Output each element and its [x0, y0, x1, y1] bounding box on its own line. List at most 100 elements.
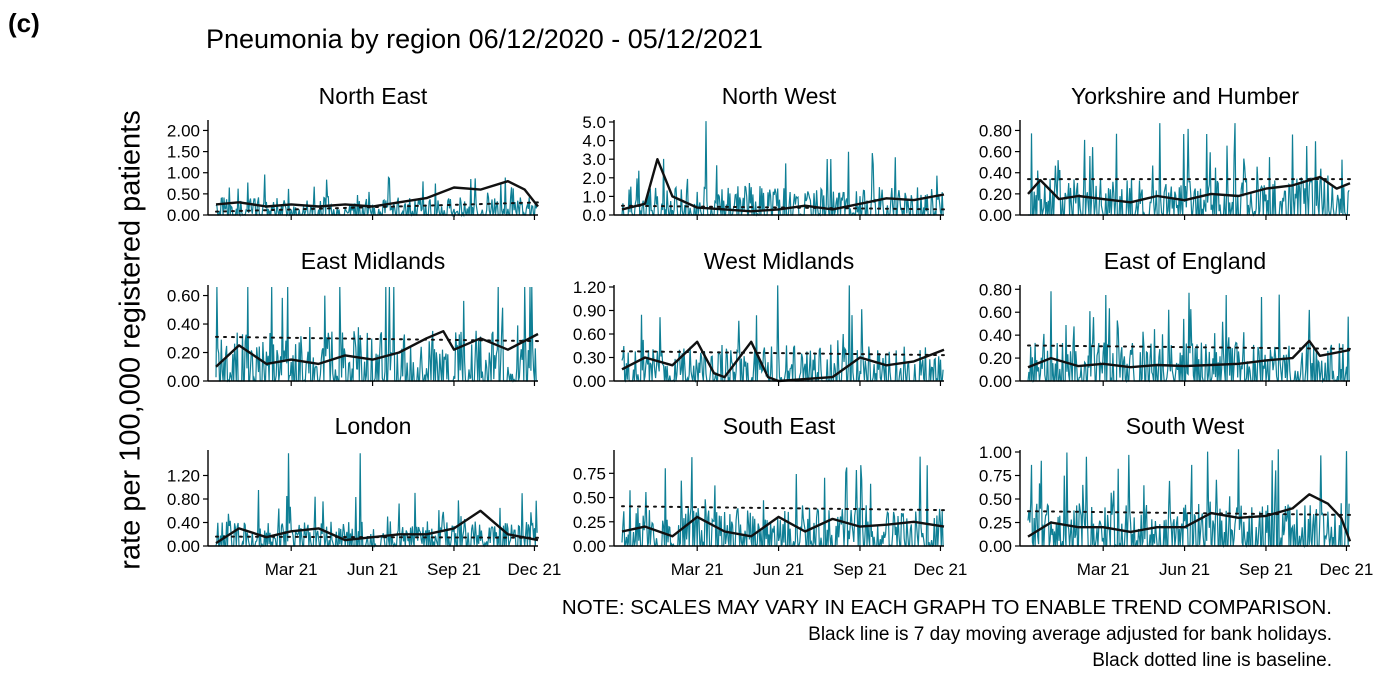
y-tick-label: 2.00	[167, 121, 200, 140]
y-tick-label: 0.60	[979, 143, 1012, 162]
facet-title: Yorkshire and Humber	[1071, 83, 1299, 109]
moving-average-line	[621, 515, 945, 538]
y-tick-label: 0.20	[979, 185, 1012, 204]
y-tick-label: 0.40	[979, 326, 1012, 345]
facet-north-west: North West 0.01.02.03.04.05.0	[582, 83, 949, 225]
baseline-line	[621, 350, 949, 357]
figure-title: Pneumonia by region 06/12/2020 - 05/12/2…	[206, 24, 763, 54]
y-tick-label: 0.60	[979, 303, 1012, 322]
facet-london: London 0.00 0.40 0.80 1.20 Mar 21 Jun 21 Sep 21…	[167, 413, 561, 579]
y-tick-label: 0.00	[167, 537, 200, 556]
facet-title: South West	[1126, 413, 1245, 439]
daily-rate-series	[621, 285, 944, 384]
x-tick-label: Sep 21	[1239, 560, 1293, 579]
y-tick-label: 0.30	[573, 349, 606, 368]
x-tick-label: Dec 21	[1320, 560, 1374, 579]
facet-yorkshire-and-humber: Yorkshire and Humber 0.00 0.20 0.40 0.60 0.80	[979, 83, 1355, 225]
y-tick-label: 3.0	[582, 150, 606, 169]
y-tick-label: 0.80	[167, 490, 200, 509]
facet-south-east: South East 0.00 0.25 0.50 0.75 Mar 21 Jun 21 Se…	[573, 413, 967, 579]
daily-rate-series	[621, 456, 944, 548]
facet-title: North West	[722, 83, 837, 109]
y-tick-label: 0.60	[573, 325, 606, 344]
x-tick-label: Mar 21	[671, 560, 724, 579]
y-tick-label: 0.40	[979, 164, 1012, 183]
baseline-line	[215, 201, 543, 213]
daily-rate-series	[621, 121, 944, 217]
average-note: Black line is 7 day moving average adjus…	[808, 624, 1332, 645]
y-tick-label: 0.50	[573, 489, 606, 508]
facet-title: London	[335, 413, 412, 439]
moving-average-line	[621, 340, 945, 383]
x-tick-label: Dec 21	[914, 560, 968, 579]
facet-title: North East	[319, 83, 428, 109]
moving-average-line	[215, 180, 539, 208]
y-tick-label: 0.00	[167, 206, 200, 225]
y-tick-label: 4.0	[582, 132, 606, 151]
baseline-line	[621, 204, 949, 211]
x-tick-label: Dec 21	[508, 560, 562, 579]
y-tick-label: 1.20	[167, 467, 200, 486]
moving-average-line	[1027, 339, 1351, 369]
y-tick-label: 0.75	[573, 464, 606, 483]
moving-average-line	[1027, 175, 1351, 204]
y-tick-label: 0.50	[979, 490, 1012, 509]
y-tick-label: 1.00	[167, 164, 200, 183]
y-tick-label: 0.40	[167, 315, 200, 334]
y-tick-label: 0.80	[979, 280, 1012, 299]
x-tick-label: Jun 21	[1159, 560, 1210, 579]
y-tick-label: 1.00	[979, 443, 1012, 462]
baseline-note: Black dotted line is baseline.	[1092, 650, 1332, 671]
y-tick-label: 5.0	[582, 113, 606, 132]
facet-north-east: North East 0.00 0.50 1.00 1.50 2.00	[167, 83, 543, 225]
baseline-line	[621, 505, 949, 512]
facet-east-midlands: East Midlands 0.00 0.20 0.40 0.60	[167, 248, 543, 391]
y-tick-label: 1.0	[582, 187, 606, 206]
daily-rate-series	[215, 453, 538, 549]
daily-rate-series	[215, 286, 538, 383]
baseline-line	[215, 535, 543, 539]
y-tick-label: 0.25	[573, 513, 606, 532]
facet-east-of-england: East of England 0.00 0.20 0.40 0.60 0.80	[979, 248, 1355, 391]
y-tick-label: 0.40	[167, 514, 200, 533]
facet-south-west: South West 0.00 0.25 0.50 0.75 1.00 Mar 21 Jun …	[979, 413, 1373, 579]
y-tick-label: 2.0	[582, 169, 606, 188]
panel-label: (c)	[8, 8, 40, 38]
y-tick-label: 0.00	[167, 372, 200, 391]
y-tick-label: 0.00	[979, 206, 1012, 225]
y-tick-label: 0.90	[573, 302, 606, 321]
x-tick-label: Sep 21	[427, 560, 481, 579]
y-tick-label: 0.0	[582, 206, 606, 225]
y-tick-label: 0.20	[979, 349, 1012, 368]
facet-west-midlands: West Midlands 0.00 0.30 0.60 0.90 1.20	[573, 248, 949, 391]
x-tick-label: Mar 21	[265, 560, 318, 579]
y-tick-label: 1.50	[167, 143, 200, 162]
baseline-line	[215, 335, 543, 343]
facet-title: West Midlands	[704, 248, 854, 274]
baseline-line	[1027, 510, 1355, 516]
daily-rate-series	[215, 174, 538, 218]
facet-title: South East	[723, 413, 836, 439]
x-tick-label: Sep 21	[833, 560, 887, 579]
x-tick-label: Jun 21	[753, 560, 804, 579]
scale-note: NOTE: SCALES MAY VARY IN EACH GRAPH TO E…	[561, 596, 1332, 619]
baseline-line	[1027, 344, 1355, 350]
y-tick-label: 0.60	[167, 287, 200, 306]
facet-title: East of England	[1104, 248, 1266, 274]
y-tick-label: 1.20	[573, 278, 606, 297]
y-tick-label: 0.00	[573, 372, 606, 391]
y-tick-label: 0.80	[979, 121, 1012, 140]
y-tick-label: 0.00	[979, 372, 1012, 391]
moving-average-line	[215, 330, 539, 368]
moving-average-line	[621, 158, 945, 213]
x-tick-label: Jun 21	[347, 560, 398, 579]
y-tick-label: 0.00	[573, 537, 606, 556]
y-tick-label: 0.00	[979, 537, 1012, 556]
daily-rate-series	[1027, 449, 1350, 549]
y-tick-label: 0.25	[979, 514, 1012, 533]
daily-rate-series	[1027, 291, 1350, 384]
y-tick-label: 0.50	[167, 185, 200, 204]
x-tick-label: Mar 21	[1077, 560, 1130, 579]
y-tick-label: 0.20	[167, 344, 200, 363]
